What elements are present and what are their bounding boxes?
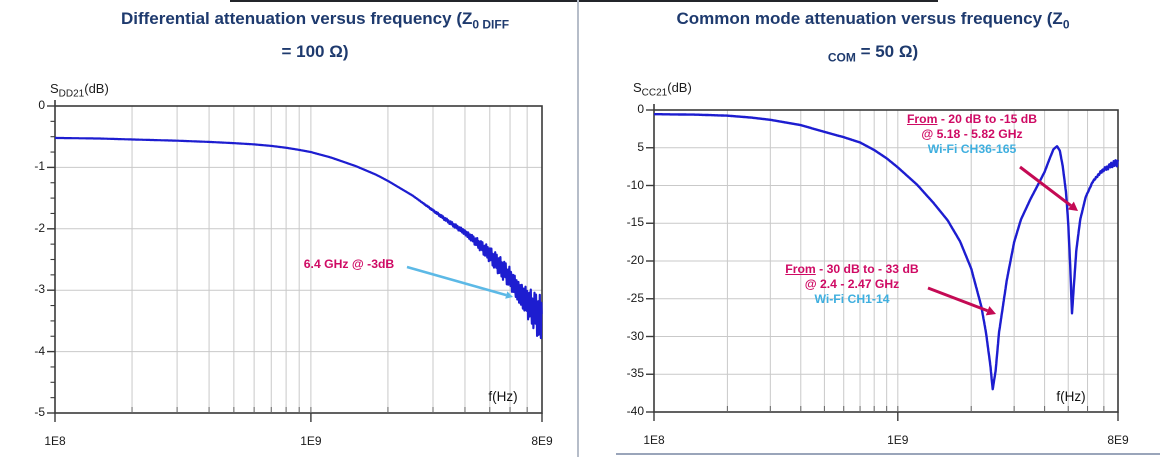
ylabel-pre: S	[50, 81, 59, 96]
series-curve-SDD21	[54, 136, 543, 340]
title-text-line2: = 100 Ω)	[281, 42, 349, 62]
title-subscript-line2: COM	[827, 50, 856, 65]
annotation-arrow-line	[406, 265, 507, 297]
annotation-arrow-line	[1019, 165, 1072, 207]
ylabel-post: (dB)	[84, 81, 109, 96]
annotation-arrow-head	[985, 306, 996, 316]
plot-frame	[54, 105, 543, 414]
ylabel-pre: S	[633, 80, 642, 95]
annotation-arrow-head	[1067, 201, 1078, 211]
chart-title-differential: Differential attenuation versus frequenc…	[58, 5, 572, 66]
ylabel-sub: DD21	[58, 88, 85, 100]
chart-differential	[47, 100, 543, 422]
chart-title-common-mode: Common mode attenuation versus frequency…	[594, 5, 1152, 72]
series-curve-SCC21	[653, 113, 1120, 391]
annotation-arrow-head	[505, 291, 513, 299]
ylabel-post: (dB)	[667, 80, 692, 95]
title-text: Differential attenuation versus frequenc…	[120, 9, 473, 28]
title-text-line2: = 50 Ω)	[855, 42, 919, 62]
ylabel-sub: CC21	[641, 87, 668, 99]
bottom-border-line	[616, 453, 1160, 455]
panel-divider-line	[577, 0, 579, 457]
y-axis-label-sdd21: SDD21(dB)	[50, 81, 109, 100]
title-subscript: 0	[1062, 17, 1070, 32]
title-text: Common mode attenuation versus frequency…	[676, 9, 1063, 28]
cropped-content-strip	[230, 0, 938, 2]
y-axis-label-scc21: SCC21(dB)	[633, 80, 692, 99]
chart-common-mode	[646, 104, 1120, 421]
annotation-arrow-line	[927, 286, 989, 313]
title-subscript: 0 DIFF	[472, 17, 510, 32]
